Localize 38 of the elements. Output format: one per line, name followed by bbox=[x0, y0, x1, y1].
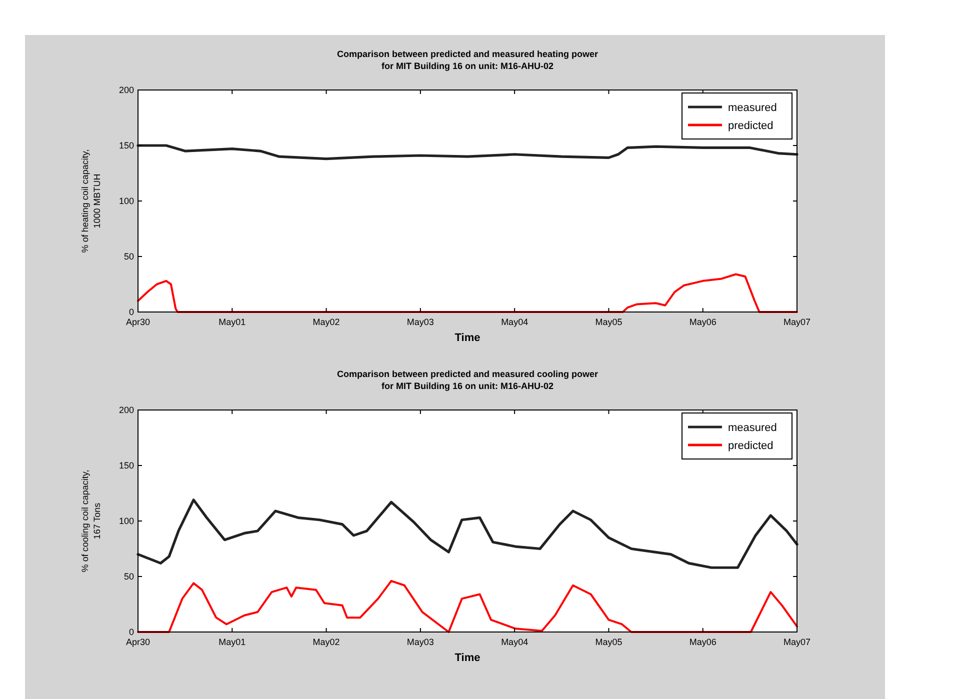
chart-subtitle: for MIT Building 16 on unit: M16-AHU-02 bbox=[382, 381, 554, 391]
y-tick-label: 100 bbox=[118, 196, 134, 206]
x-tick-label: Apr30 bbox=[126, 637, 150, 647]
x-tick-label: May03 bbox=[406, 637, 434, 647]
x-tick-label: May04 bbox=[501, 317, 528, 327]
legend-label: predicted bbox=[728, 120, 774, 132]
y-tick-label: 100 bbox=[118, 516, 134, 526]
x-tick-label: May06 bbox=[689, 317, 716, 327]
y-axis-title: % of cooling coil capacity, 167 Tons bbox=[80, 470, 102, 572]
y-tick-label: 0 bbox=[128, 627, 134, 637]
x-tick-label: Apr30 bbox=[126, 317, 150, 327]
chart-title: Comparison between predicted and measured cooling power bbox=[336, 369, 599, 379]
legend-label: measured bbox=[728, 102, 777, 114]
x-tick-label: May01 bbox=[218, 637, 246, 647]
x-tick-label: May01 bbox=[218, 317, 246, 327]
y-tick-label: 50 bbox=[124, 252, 134, 262]
chart-title: Comparison between predicted and measured heating power bbox=[336, 49, 599, 59]
x-tick-label: May02 bbox=[312, 637, 340, 647]
y-tick-label: 150 bbox=[118, 460, 134, 470]
x-tick-label: May03 bbox=[406, 317, 434, 327]
y-tick-label: 0 bbox=[128, 307, 134, 317]
y-tick-label: 150 bbox=[118, 140, 134, 150]
x-axis-title: Time bbox=[454, 332, 480, 344]
legend-label: predicted bbox=[728, 440, 774, 452]
x-axis-title: Time bbox=[454, 652, 480, 664]
y-tick-label: 200 bbox=[118, 405, 134, 415]
x-tick-label: May06 bbox=[689, 637, 716, 647]
x-tick-label: May07 bbox=[783, 317, 811, 327]
x-tick-label: May07 bbox=[783, 637, 811, 647]
chart-subtitle: for MIT Building 16 on unit: M16-AHU-02 bbox=[382, 61, 554, 71]
y-axis-title: % of heating coil capacity, 1000 MBTUH bbox=[80, 149, 102, 253]
x-tick-label: May02 bbox=[312, 317, 340, 327]
x-tick-label: May04 bbox=[501, 637, 528, 647]
y-tick-label: 50 bbox=[124, 572, 134, 582]
x-tick-label: May05 bbox=[595, 317, 622, 327]
y-tick-label: 200 bbox=[118, 85, 134, 95]
x-tick-label: May05 bbox=[595, 637, 622, 647]
legend-label: measured bbox=[728, 422, 777, 434]
